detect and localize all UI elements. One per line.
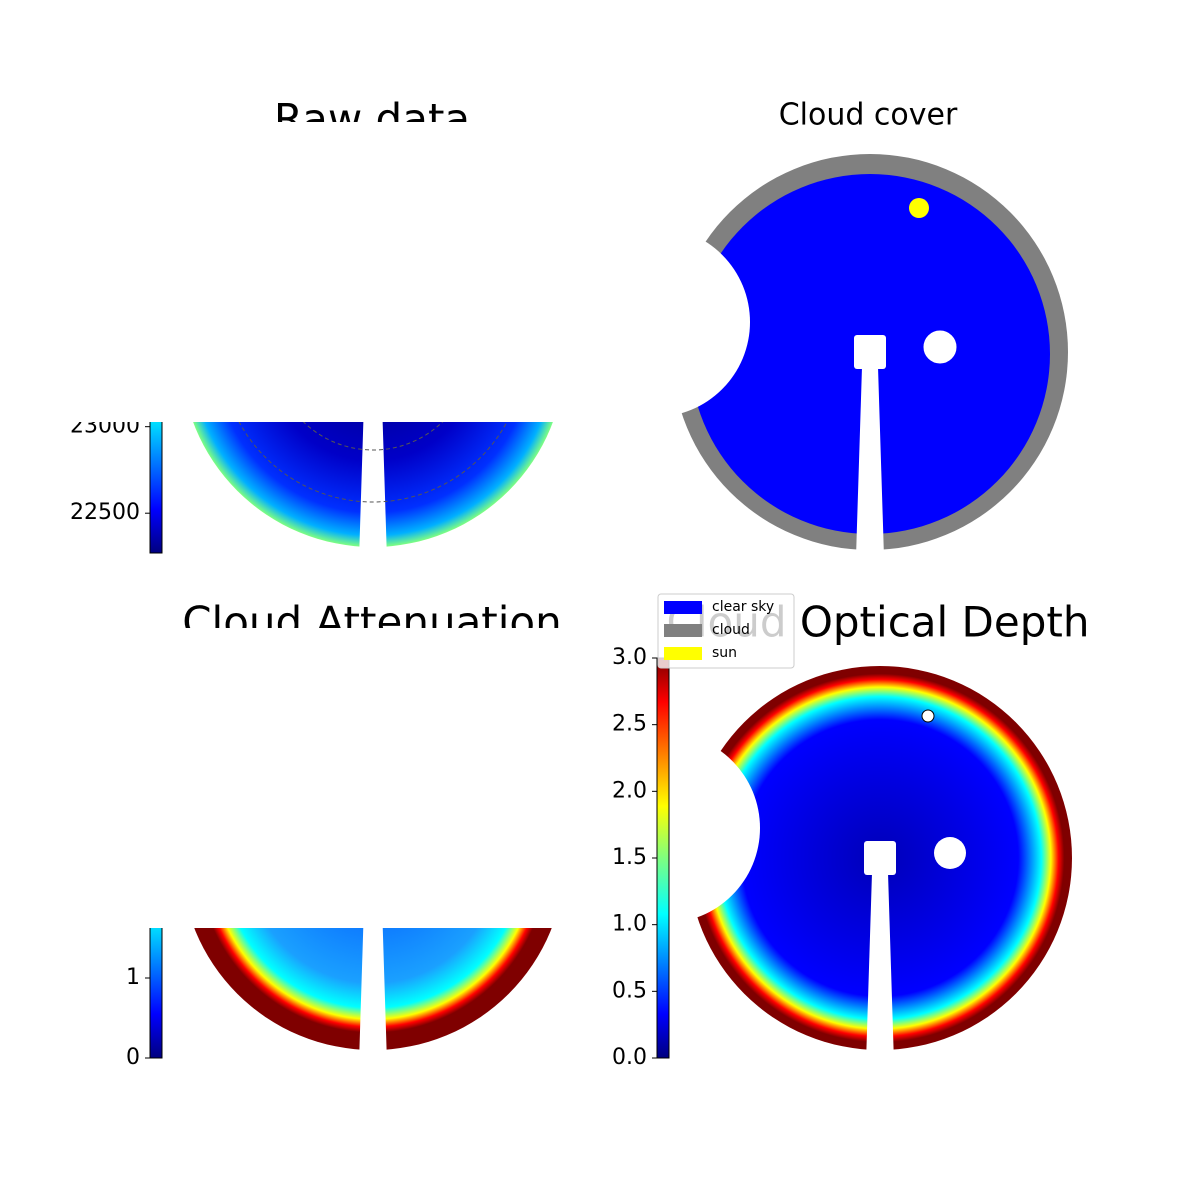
colorbar-tick-label: 1.0 <box>612 912 647 937</box>
colorbar-tick-label: 22500 <box>70 500 140 525</box>
pole-top <box>864 841 896 875</box>
panels: Raw data2250023000235002400024500Pixel v… <box>0 95 1089 1070</box>
pole <box>866 873 894 1063</box>
colorbar-tick-label: 2.0 <box>612 778 647 803</box>
mask-block <box>0 628 690 928</box>
panel-title: Cloud cover <box>779 98 958 133</box>
colorbar-tick-label: 2.5 <box>612 712 647 737</box>
legend-swatch <box>664 647 702 660</box>
pole <box>856 367 884 557</box>
colorbar-tick-label: 3.0 <box>612 645 647 670</box>
colorbar-tick-label: 0.0 <box>612 1045 647 1070</box>
sun <box>909 198 929 218</box>
legend-swatch <box>664 624 702 637</box>
colorbar-tick-label: 1 <box>126 965 140 990</box>
legend-label: sun <box>712 645 737 661</box>
legend-label: clear sky <box>712 599 774 615</box>
pole-top <box>854 335 886 369</box>
mask-block <box>0 122 680 422</box>
colorbar-tick-label: 1.5 <box>612 845 647 870</box>
legend-swatch <box>664 601 702 614</box>
legend-label: cloud <box>712 622 750 638</box>
colorbar-tick-label: 0 <box>126 1045 140 1070</box>
blocked-sun <box>934 837 966 869</box>
blocked-sun <box>923 330 957 364</box>
colorbar <box>656 657 670 1059</box>
colorbar-tick-label: 0.5 <box>612 978 647 1003</box>
sun-spot <box>921 709 935 723</box>
